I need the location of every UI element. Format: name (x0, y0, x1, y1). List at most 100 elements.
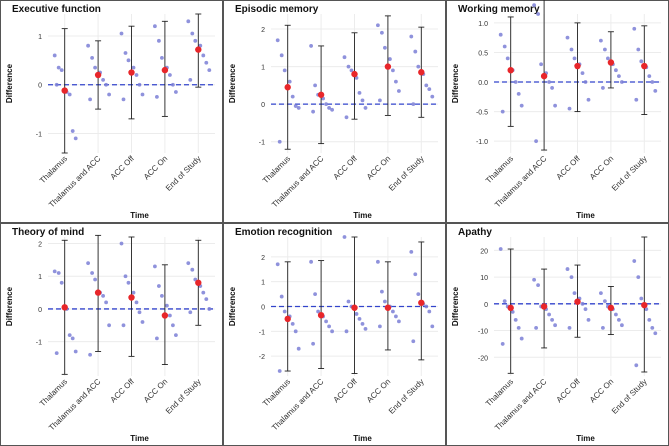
data-point (569, 275, 574, 279)
data-point (171, 323, 175, 328)
data-point (383, 299, 387, 304)
data-point (193, 38, 198, 43)
data-point (536, 12, 540, 16)
data-point (583, 307, 588, 312)
y-tick-label: 1 (261, 280, 265, 287)
x-axis-label: Time (130, 211, 149, 220)
x-tick-label: ACC On (588, 377, 615, 404)
panel-frame (0, 0, 223, 223)
data-point (416, 292, 421, 296)
data-point (140, 320, 145, 324)
data-point (363, 326, 368, 331)
data-point (186, 19, 191, 24)
panel-title: Executive function (12, 4, 101, 15)
data-point (532, 3, 536, 8)
data-point (93, 277, 97, 282)
data-point (104, 300, 108, 305)
y-axis-label: Difference (5, 63, 14, 103)
data-point (52, 269, 57, 274)
data-point (282, 309, 287, 314)
mean-point (128, 294, 135, 301)
x-axis-label: Time (576, 434, 595, 443)
data-point (427, 309, 432, 314)
y-tick-label: 0.5 (478, 50, 488, 57)
data-point (539, 62, 543, 67)
data-point (505, 56, 510, 61)
data-point (650, 80, 655, 84)
data-point (349, 68, 354, 73)
data-point (204, 60, 209, 65)
data-point (391, 309, 395, 314)
y-tick-label: 0 (38, 307, 42, 314)
data-point (293, 104, 298, 108)
x-tick-label: End of Study (610, 154, 649, 193)
data-point (380, 289, 384, 294)
y-tick-label: 0 (261, 305, 265, 312)
data-point (54, 82, 59, 87)
data-point (67, 333, 72, 338)
data-point (188, 77, 193, 82)
data-point (378, 324, 382, 329)
mean-point (607, 59, 615, 66)
data-point (88, 97, 92, 102)
data-point (104, 82, 108, 87)
data-point (59, 280, 64, 285)
data-point (603, 47, 607, 52)
x-tick-label: ACC On (142, 154, 169, 181)
mean-point (161, 66, 169, 74)
data-point (567, 106, 572, 111)
data-point (647, 317, 652, 322)
data-point (614, 312, 618, 317)
data-point (207, 307, 212, 311)
data-point (313, 292, 317, 296)
panel-3: Working memory -1.0 -0.5 0.0 0.5 1.0 Differenc… (446, 0, 669, 223)
data-point (126, 280, 131, 285)
mean-point (317, 91, 325, 98)
data-point (516, 91, 521, 96)
data-point (586, 317, 591, 322)
data-point (140, 92, 145, 97)
y-tick-label: 20 (480, 248, 488, 255)
y-tick-label: 0 (261, 102, 265, 109)
data-point (502, 44, 507, 49)
data-point (90, 55, 94, 60)
data-point (416, 64, 421, 69)
data-point (311, 341, 315, 346)
data-point (580, 301, 585, 306)
data-point (157, 284, 161, 288)
data-point (632, 259, 637, 263)
data-point (413, 272, 418, 277)
y-tick-label: -1 (259, 140, 265, 147)
x-tick-label: ACC On (365, 377, 392, 404)
data-point (547, 80, 551, 84)
panel-title: Episodic memory (235, 4, 319, 15)
data-point (165, 303, 169, 308)
x-axis-label: Time (576, 211, 595, 220)
data-point (586, 97, 591, 102)
data-point (316, 309, 320, 314)
data-point (617, 74, 621, 79)
mean-point (384, 304, 392, 311)
data-point (409, 249, 414, 254)
data-point (394, 314, 398, 319)
data-point (424, 83, 429, 88)
y-tick-label: 1 (38, 34, 42, 41)
data-point (519, 103, 524, 108)
mean-point (540, 303, 548, 310)
data-point (567, 325, 572, 330)
data-point (553, 103, 557, 108)
data-point (119, 31, 124, 36)
data-point (137, 310, 142, 315)
data-point (409, 34, 414, 39)
data-point (634, 97, 639, 102)
data-point (580, 71, 585, 76)
data-point (70, 336, 75, 341)
mean-point (128, 69, 135, 76)
data-point (572, 56, 577, 61)
data-point (56, 65, 61, 70)
data-point (498, 32, 503, 37)
data-point (644, 307, 649, 312)
data-point (502, 299, 507, 304)
data-point (52, 53, 57, 58)
y-tick-label: -20 (478, 355, 488, 362)
